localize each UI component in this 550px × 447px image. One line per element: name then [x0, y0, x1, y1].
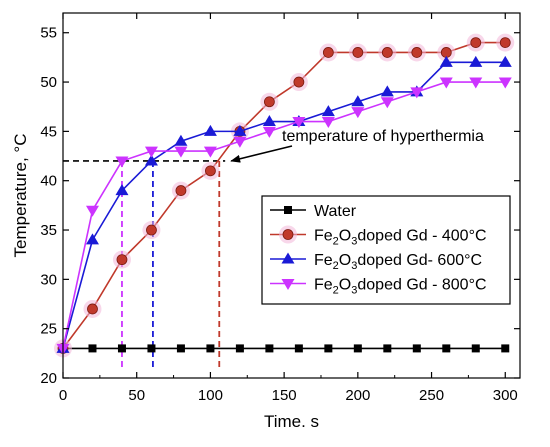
series-3-point-6 — [233, 136, 247, 148]
y-tick-label-4: 40 — [40, 173, 57, 190]
series-3-point-3 — [144, 146, 158, 158]
series-3-point-13 — [439, 77, 453, 89]
legend-entry-2: Fe2O3doped Gd- 600°C — [270, 252, 482, 272]
y-tick-label-0: 20 — [40, 370, 57, 387]
series-3-point-4 — [174, 146, 188, 158]
series-3-point-2 — [115, 156, 129, 168]
series-0-point-14 — [471, 344, 480, 353]
y-tick-label-5: 45 — [40, 123, 57, 140]
series-1-point-5 — [205, 165, 216, 177]
plot-frame — [62, 12, 521, 379]
series-2-point-6 — [233, 124, 247, 136]
x-tick-label-2: 100 — [198, 387, 223, 404]
series-0-point-2 — [117, 344, 126, 353]
annotation-arrow — [230, 145, 293, 163]
series-0-point-7 — [265, 344, 274, 353]
series-line-2 — [62, 61, 506, 349]
series-1-point-15 — [499, 37, 511, 48]
series-0-point-12 — [412, 344, 421, 353]
series-0-point-11 — [383, 344, 392, 353]
legend-marker-3 — [281, 279, 295, 290]
series-3-point-12 — [410, 87, 424, 99]
series-2-point-4 — [174, 134, 188, 146]
y-tick-label-1: 25 — [40, 321, 57, 338]
series-2-point-7 — [262, 115, 276, 127]
series-line-3 — [62, 81, 506, 349]
y-tick-label-6: 50 — [40, 74, 57, 91]
series-0-point-8 — [294, 344, 303, 353]
series-3 — [56, 77, 512, 355]
series-3-point-10 — [351, 107, 365, 119]
series-0-point-5 — [206, 344, 215, 353]
reference-lines — [63, 160, 226, 368]
legend-entry-0: Water — [270, 203, 357, 220]
series-1-point-12 — [411, 47, 423, 58]
series-2-point-11 — [380, 85, 394, 97]
series-1-point-1 — [87, 303, 98, 315]
x-tick-label-6: 300 — [493, 387, 518, 404]
y-tick-label-7: 55 — [40, 25, 57, 42]
y-tick-label-3: 35 — [40, 222, 57, 239]
y-tick-label-2: 30 — [40, 271, 57, 288]
legend-entry-3: Fe2O3doped Gd - 800°C — [270, 277, 487, 297]
series-0-point-4 — [176, 344, 185, 353]
legend-label-0: Water — [314, 203, 357, 220]
series-0 — [59, 344, 510, 353]
series-2-point-3 — [144, 154, 158, 166]
legend-label-1: Fe2O3doped Gd - 400°C — [314, 228, 487, 248]
y-axis-label: Temperature, °C — [11, 134, 30, 258]
legend-label-3: Fe2O3doped Gd - 800°C — [314, 277, 487, 297]
annotation: temperature of hyperthermia — [230, 128, 484, 163]
series-0-point-15 — [501, 344, 510, 353]
series-2-point-14 — [469, 55, 483, 67]
series-2-point-13 — [439, 55, 453, 67]
axes: 0 50 100 150 200 250 300 20 25 30 35 40 45 50 55 — [40, 13, 520, 404]
series-1-point-9 — [322, 47, 334, 58]
series-line-1 — [62, 41, 506, 349]
series-3-point-5 — [203, 146, 217, 158]
series-3-point-7 — [262, 126, 276, 138]
series-1-point-10 — [352, 47, 364, 58]
series-2-point-10 — [351, 95, 365, 107]
legend-box — [261, 195, 511, 305]
x-tick-label-1: 50 — [128, 387, 145, 404]
series-3-point-14 — [469, 77, 483, 89]
series-3-point-15 — [498, 77, 512, 89]
series-1-point-11 — [381, 47, 393, 58]
legend: Water Fe2O3doped Gd - 400°C Fe2O3doped Gd-… — [261, 195, 511, 305]
series-2-point-2 — [115, 184, 129, 196]
legend-label-2: Fe2O3doped Gd- 600°C — [314, 252, 482, 272]
x-tick-label-5: 250 — [419, 387, 444, 404]
series-2-point-5 — [203, 124, 217, 136]
x-tick-label-0: 0 — [59, 387, 67, 404]
legend-entry-1: Fe2O3doped Gd - 400°C — [270, 225, 487, 248]
series-3-point-1 — [85, 205, 99, 217]
series-1-point-7 — [263, 96, 275, 108]
series-0-point-13 — [442, 344, 451, 353]
series-0-point-3 — [147, 344, 156, 353]
series-0-point-9 — [324, 344, 333, 353]
x-tick-label-4: 200 — [345, 387, 370, 404]
series-0-point-1 — [88, 344, 97, 353]
series-0-point-6 — [235, 344, 244, 353]
series-1-point-8 — [293, 76, 305, 88]
series-2-point-15 — [498, 55, 512, 67]
series-3-point-8 — [292, 117, 306, 129]
legend-marker-1 — [282, 229, 294, 240]
legend-marker-2 — [281, 252, 295, 264]
series-2-point-9 — [321, 105, 335, 117]
series-3-point-11 — [380, 97, 394, 109]
series-3-point-9 — [321, 117, 335, 129]
series-2-point-1 — [85, 233, 99, 245]
series-1-point-4 — [175, 185, 187, 196]
series-1-point-14 — [470, 37, 482, 48]
series-1-point-2 — [116, 254, 128, 266]
series-0-point-10 — [353, 344, 362, 353]
x-axis-label: Time. s — [264, 412, 319, 431]
annotation-text: temperature of hyperthermia — [282, 128, 484, 145]
x-tick-label-3: 150 — [272, 387, 297, 404]
series-1-point-3 — [146, 224, 157, 236]
legend-marker-0 — [284, 206, 292, 214]
